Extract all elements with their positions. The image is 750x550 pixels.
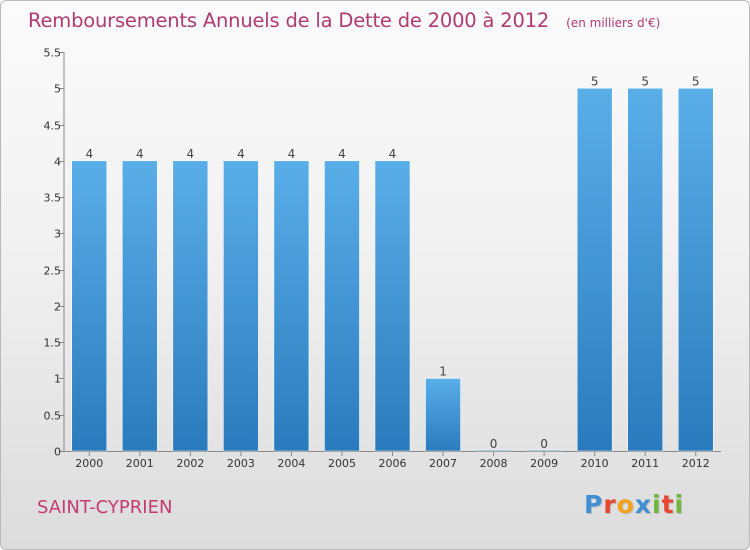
data-label: 4 (237, 147, 245, 161)
data-label: 4 (338, 147, 346, 161)
data-label: 4 (85, 147, 93, 161)
y-tick-label: 2.5 (44, 265, 62, 278)
bar-2008 (475, 449, 512, 452)
y-tick-label: 4.5 (44, 120, 62, 133)
bar-2007 (425, 378, 461, 452)
x-tick-label: 2000 (75, 457, 103, 470)
chart-title-row: Remboursements Annuels de la Dette de 20… (28, 9, 660, 32)
data-label: 4 (136, 147, 144, 161)
bar-2011 (627, 88, 663, 452)
bar-2010 (576, 88, 613, 452)
logo-letter: r (603, 490, 617, 519)
bar-2000 (71, 160, 108, 452)
y-tick-label: 1.5 (44, 337, 62, 350)
y-tick-label: 4 (54, 156, 61, 169)
x-tick-label: 2007 (429, 457, 457, 470)
chart-title: Remboursements Annuels de la Dette de 20… (28, 9, 550, 32)
x-tick-label: 2003 (227, 457, 255, 470)
x-tick-label: 2001 (126, 457, 154, 470)
bar-2012 (677, 88, 714, 452)
data-label: 0 (540, 437, 548, 451)
logo-letter: P (584, 490, 604, 519)
bar-2001 (122, 160, 158, 452)
x-tick-label: 2004 (277, 457, 305, 470)
chart-bars (71, 88, 714, 452)
logo-letter: i (652, 490, 662, 519)
logo-letter: i (674, 490, 685, 519)
y-tick-label: 0 (54, 446, 61, 459)
data-label: 5 (591, 74, 599, 88)
data-label: 5 (641, 74, 649, 88)
y-tick-label: 3 (54, 228, 61, 241)
y-tick-label: 5 (54, 83, 61, 96)
data-label: 4 (288, 147, 296, 161)
data-label: 4 (187, 147, 195, 161)
commune-name: SAINT-CYPRIEN (37, 497, 173, 518)
y-tick-label: 0.5 (44, 410, 62, 423)
data-label: 5 (692, 74, 700, 88)
x-tick-label: 2002 (176, 457, 204, 470)
x-tick-label: 2005 (328, 457, 356, 470)
x-tick-label: 2006 (379, 457, 407, 470)
data-label: 0 (490, 437, 498, 451)
proxiti-logo[interactable]: Proxiti (584, 490, 684, 519)
logo-letter: x (634, 490, 652, 519)
logo-letter: o (616, 490, 635, 519)
chart-axes: 0 0.5 1 1.5 2 2.5 3 3.5 4 4.5 5 5.5 2000 2001 2002 2003… (44, 47, 721, 470)
x-tick-label: 2012 (682, 457, 710, 470)
chart-subtitle: (en milliers d'€) (566, 16, 661, 30)
bar-2003 (223, 160, 259, 452)
y-tick-label: 2 (54, 301, 61, 314)
chart-data-labels: 4 4 4 4 4 4 4 1 0 0 5 5 5 (85, 74, 699, 451)
bar-2004 (273, 160, 310, 452)
x-tick-label: 2010 (581, 457, 609, 470)
bar-2002 (172, 160, 209, 452)
bar-2005 (324, 160, 360, 452)
data-label: 1 (439, 364, 447, 378)
x-tick-label: 2008 (480, 457, 508, 470)
data-label: 4 (389, 147, 397, 161)
y-tick-label: 1 (54, 373, 61, 386)
bar-2006 (374, 160, 411, 452)
bar-2009 (526, 449, 562, 452)
x-tick-label: 2011 (631, 457, 659, 470)
logo-letter: t (661, 490, 675, 519)
y-tick-label: 3.5 (44, 192, 62, 205)
y-tick-label: 5.5 (44, 47, 62, 60)
x-tick-label: 2009 (530, 457, 558, 470)
